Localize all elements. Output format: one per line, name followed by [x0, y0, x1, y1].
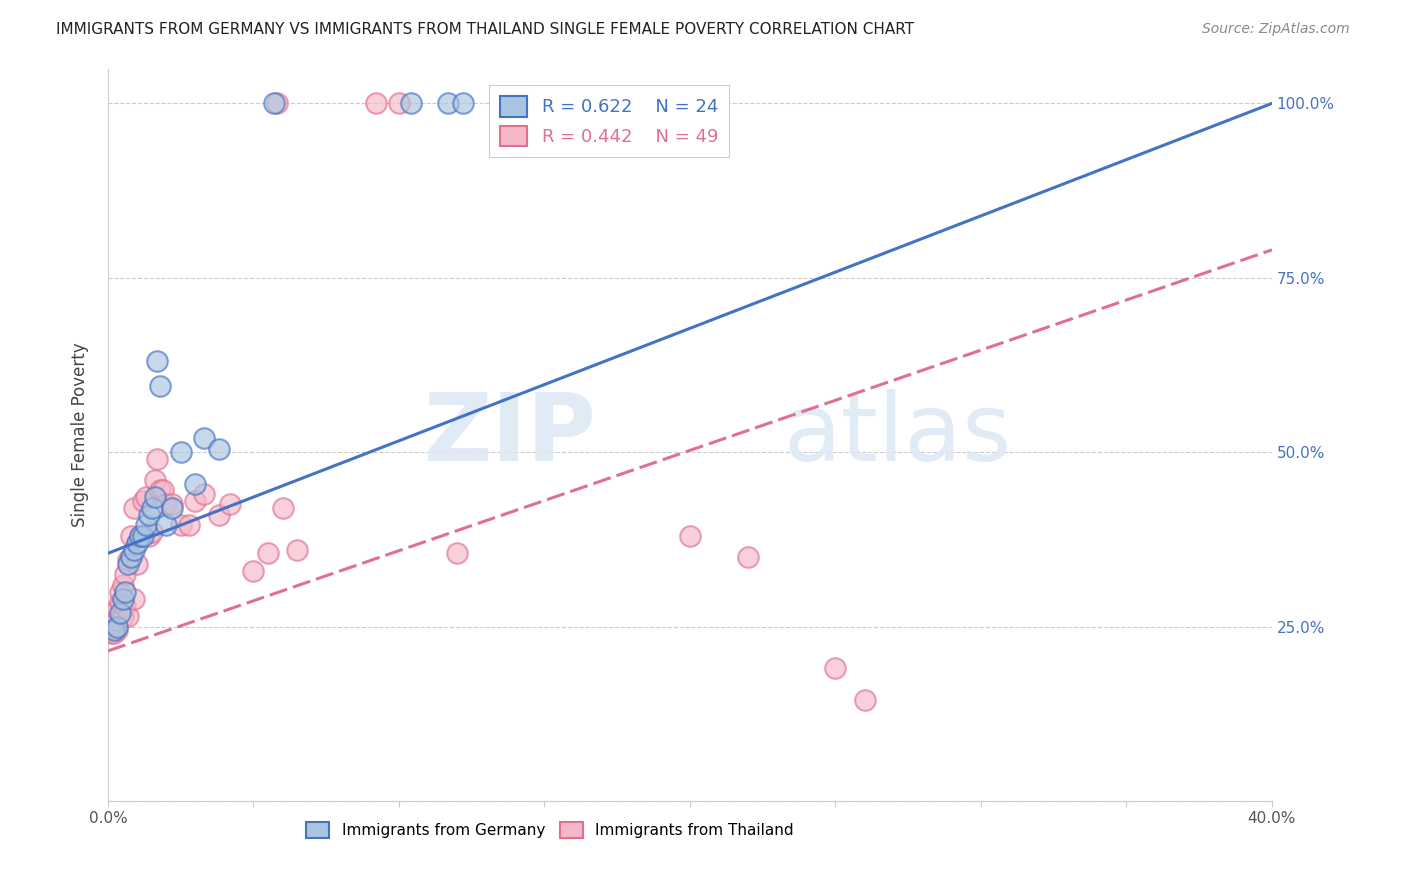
Point	[451, 96, 474, 111]
Text: Source: ZipAtlas.com: Source: ZipAtlas.com	[1202, 22, 1350, 37]
Point	[737, 549, 759, 564]
Point	[108, 584, 131, 599]
Point	[149, 379, 172, 393]
Point	[399, 96, 422, 111]
Point	[111, 609, 134, 624]
Point	[271, 500, 294, 515]
Point	[364, 96, 387, 111]
Point	[103, 626, 125, 640]
Point	[679, 529, 702, 543]
Point	[184, 476, 207, 491]
Y-axis label: Single Female Poverty: Single Female Poverty	[72, 343, 89, 527]
Point	[146, 452, 169, 467]
Point	[141, 500, 163, 515]
Point	[135, 491, 157, 505]
Point	[257, 546, 280, 560]
Point	[141, 525, 163, 540]
Point	[193, 431, 215, 445]
Point	[103, 615, 125, 630]
Point	[263, 96, 285, 111]
Point	[207, 508, 229, 522]
Point	[170, 518, 193, 533]
Point	[103, 623, 125, 637]
Point	[437, 96, 460, 111]
Point	[219, 498, 242, 512]
Point	[108, 595, 131, 609]
Point	[127, 536, 149, 550]
Point	[149, 483, 172, 498]
Point	[193, 487, 215, 501]
Point	[388, 96, 411, 111]
Point	[100, 619, 122, 633]
Point	[122, 500, 145, 515]
Point	[160, 500, 183, 515]
Point	[179, 518, 201, 533]
Point	[853, 692, 876, 706]
Point	[138, 508, 160, 522]
Point	[120, 549, 142, 564]
Point	[143, 491, 166, 505]
Point	[100, 613, 122, 627]
Point	[117, 557, 139, 571]
Point	[114, 599, 136, 613]
Point	[105, 602, 128, 616]
Text: atlas: atlas	[783, 389, 1011, 481]
Point	[152, 483, 174, 498]
Text: ZIP: ZIP	[425, 389, 596, 481]
Point	[122, 591, 145, 606]
Point	[105, 619, 128, 633]
Point	[103, 606, 125, 620]
Point	[117, 553, 139, 567]
Point	[285, 542, 308, 557]
Point	[160, 498, 183, 512]
Point	[146, 354, 169, 368]
Point	[184, 494, 207, 508]
Point	[155, 498, 177, 512]
Point	[170, 445, 193, 459]
Point	[138, 529, 160, 543]
Point	[122, 542, 145, 557]
Point	[108, 606, 131, 620]
Point	[111, 591, 134, 606]
Point	[446, 546, 468, 560]
Point	[207, 442, 229, 456]
Point	[127, 536, 149, 550]
Point	[132, 494, 155, 508]
Point	[129, 529, 152, 543]
Point	[824, 661, 846, 675]
Point	[111, 577, 134, 591]
Text: IMMIGRANTS FROM GERMANY VS IMMIGRANTS FROM THAILAND SINGLE FEMALE POVERTY CORREL: IMMIGRANTS FROM GERMANY VS IMMIGRANTS FR…	[56, 22, 914, 37]
Point	[127, 557, 149, 571]
Point	[100, 626, 122, 640]
Point	[105, 623, 128, 637]
Point	[135, 518, 157, 533]
Point	[114, 567, 136, 582]
Point	[114, 584, 136, 599]
Point	[143, 473, 166, 487]
Point	[120, 549, 142, 564]
Point	[117, 609, 139, 624]
Point	[155, 518, 177, 533]
Point	[120, 529, 142, 543]
Point	[132, 529, 155, 543]
Point	[105, 613, 128, 627]
Point	[266, 96, 288, 111]
Point	[498, 96, 520, 111]
Point	[242, 564, 264, 578]
Point	[129, 529, 152, 543]
Legend: Immigrants from Germany, Immigrants from Thailand: Immigrants from Germany, Immigrants from…	[301, 816, 800, 845]
